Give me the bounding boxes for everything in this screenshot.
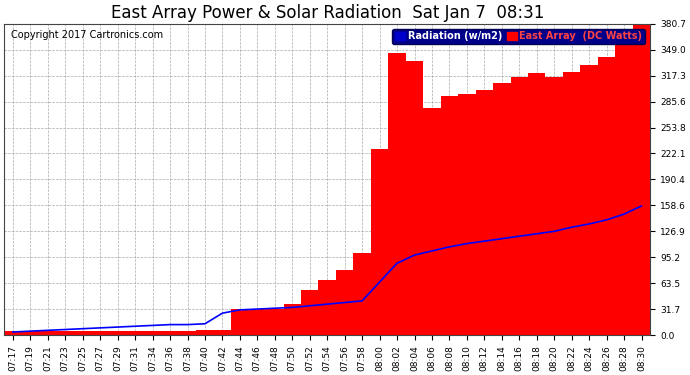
Bar <box>92 331 109 335</box>
Bar <box>580 65 598 335</box>
Bar <box>441 96 458 335</box>
Bar <box>179 331 196 335</box>
Bar <box>511 78 528 335</box>
Bar <box>301 290 319 335</box>
Bar <box>144 331 161 335</box>
Bar <box>248 309 266 335</box>
Bar <box>563 72 580 335</box>
Bar <box>475 90 493 335</box>
Bar <box>493 83 511 335</box>
Title: East Array Power & Solar Radiation  Sat Jan 7  08:31: East Array Power & Solar Radiation Sat J… <box>110 4 544 22</box>
Bar <box>319 280 336 335</box>
Bar <box>214 330 231 335</box>
Bar <box>57 331 74 335</box>
Bar <box>388 53 406 335</box>
Bar <box>161 331 179 335</box>
Legend: Radiation (w/m2), East Array  (DC Watts): Radiation (w/m2), East Array (DC Watts) <box>392 28 645 44</box>
Bar <box>423 108 441 335</box>
Bar <box>458 94 475 335</box>
Bar <box>528 74 546 335</box>
Bar <box>284 304 301 335</box>
Bar <box>633 24 650 335</box>
Bar <box>196 330 214 335</box>
Bar <box>353 254 371 335</box>
Bar <box>406 61 423 335</box>
Bar <box>231 309 248 335</box>
Bar <box>21 331 39 335</box>
Bar <box>371 148 388 335</box>
Bar <box>4 331 21 335</box>
Bar <box>126 331 144 335</box>
Bar <box>39 331 57 335</box>
Bar <box>546 78 563 335</box>
Bar <box>74 331 92 335</box>
Text: Copyright 2017 Cartronics.com: Copyright 2017 Cartronics.com <box>10 30 163 40</box>
Bar <box>615 45 633 335</box>
Bar <box>109 331 126 335</box>
Bar <box>266 309 284 335</box>
Bar <box>598 57 615 335</box>
Bar <box>336 270 353 335</box>
